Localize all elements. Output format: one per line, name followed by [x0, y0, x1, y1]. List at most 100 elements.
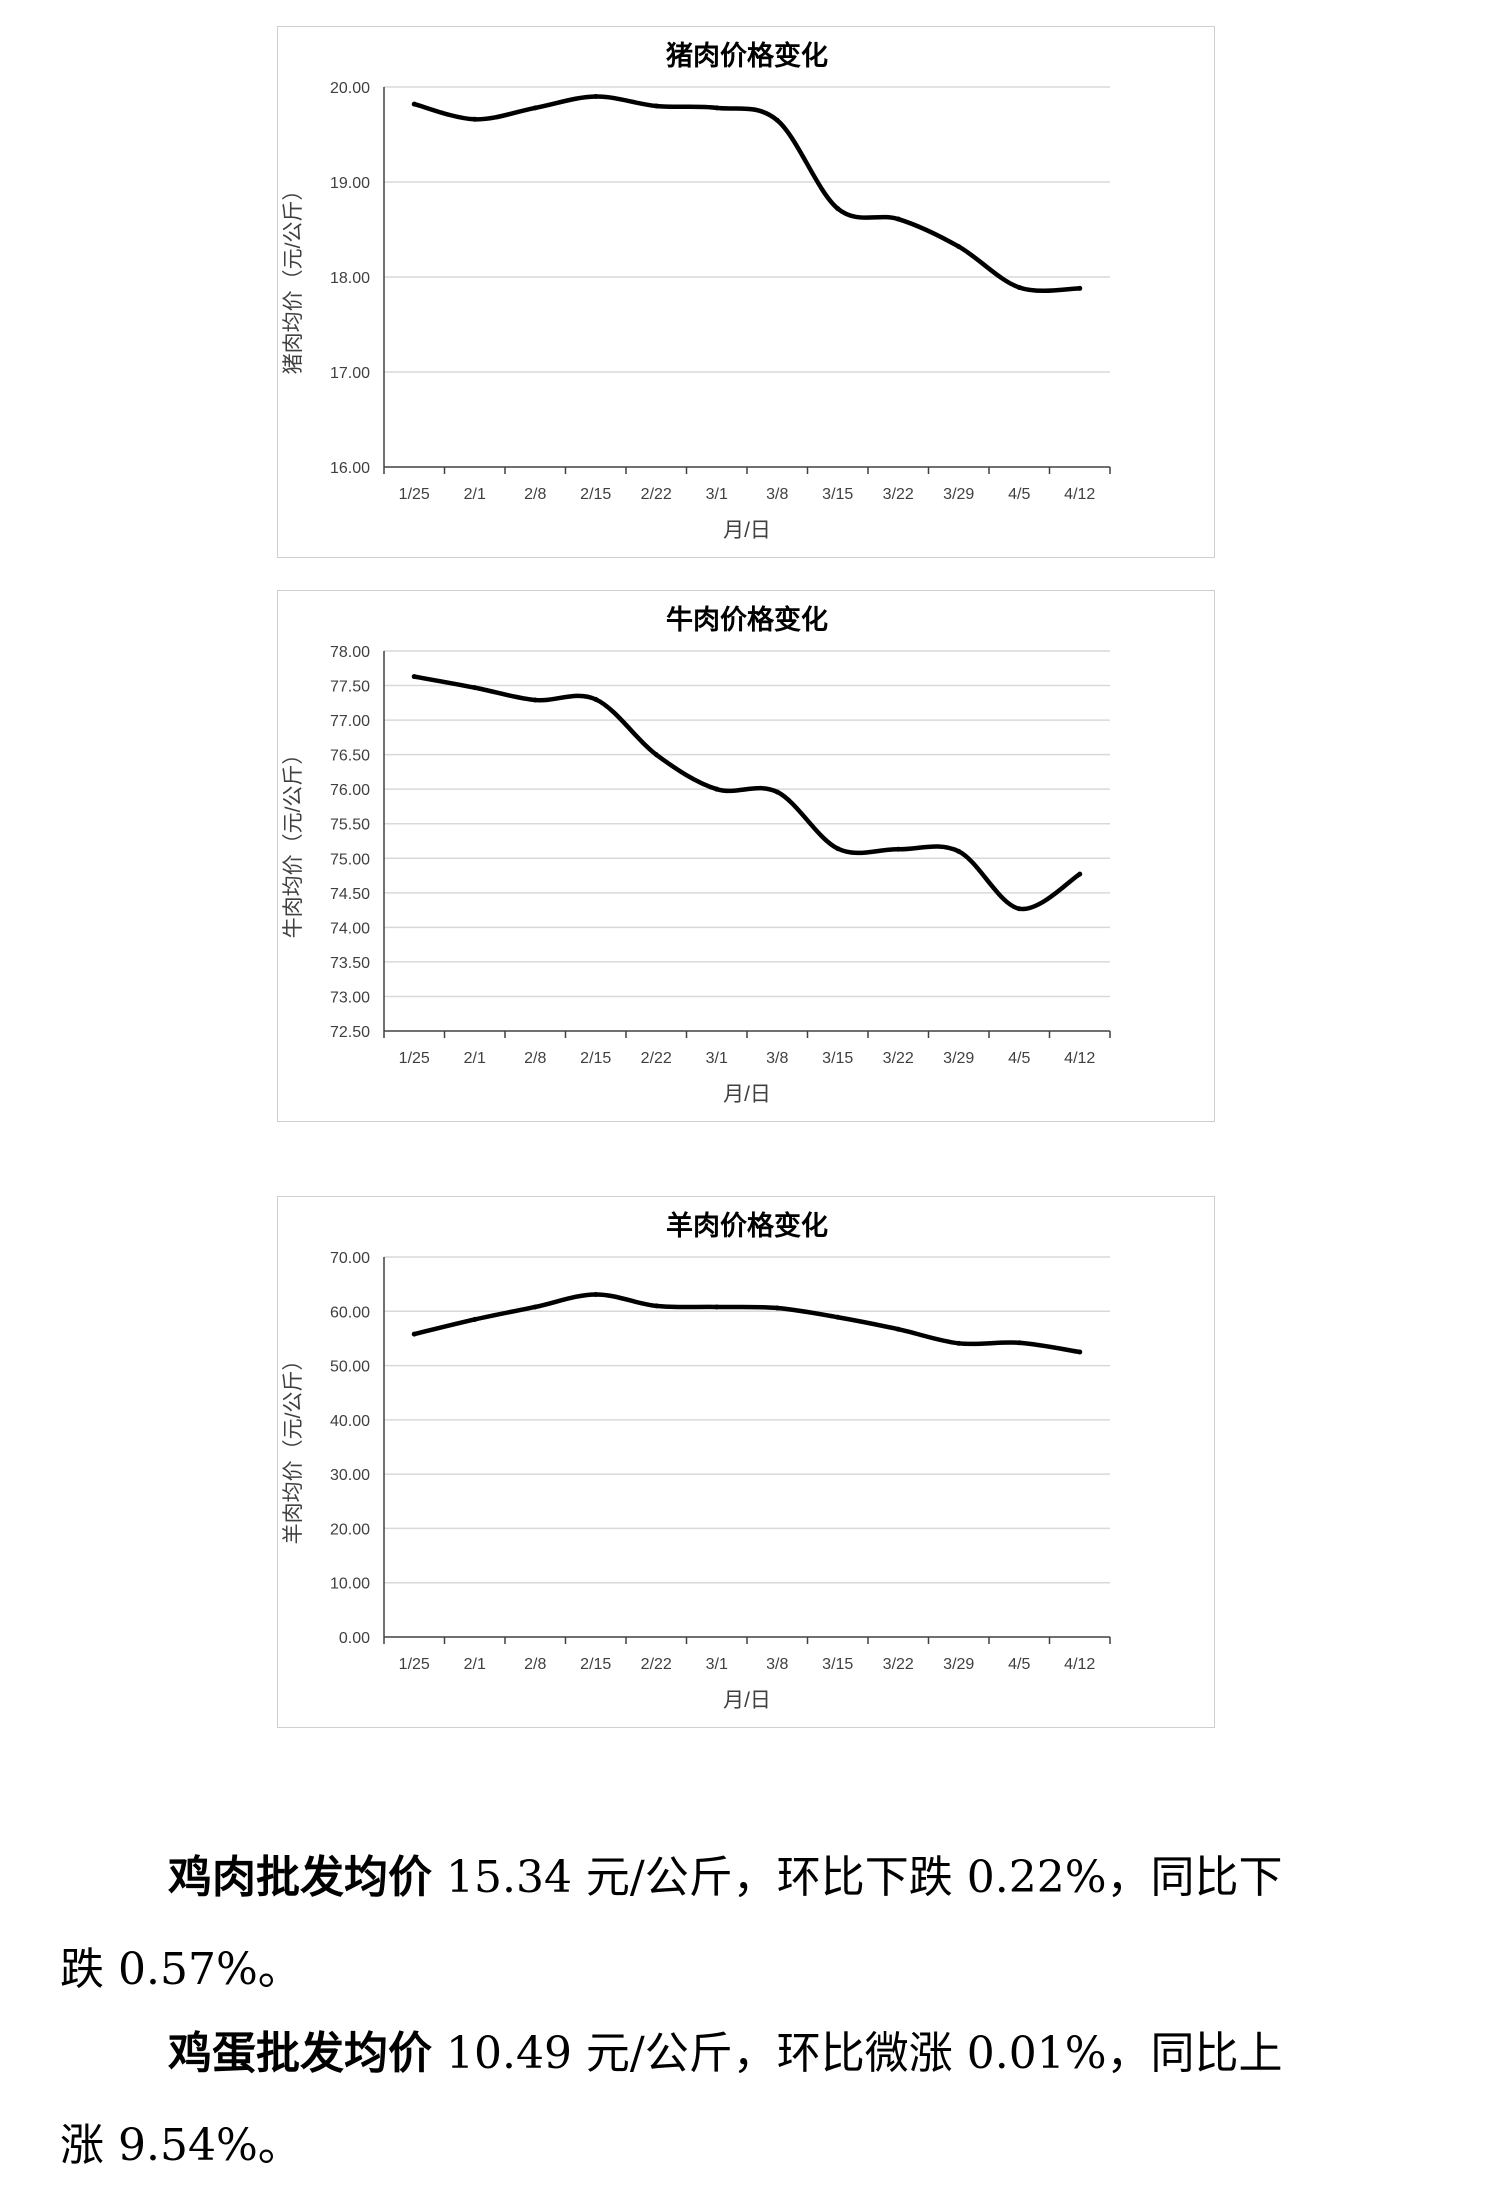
pork-data-point [1016, 284, 1022, 290]
beef-y-tick-label: 77.50 [330, 679, 370, 696]
mutton-x-tick-label: 2/22 [641, 1656, 672, 1673]
beef-x-tick-label: 3/22 [883, 1050, 914, 1067]
pork-y-tick-label: 16.00 [330, 460, 370, 477]
beef-y-axis-title: 牛肉均价（元/公斤） [282, 744, 305, 939]
mutton-x-tick-label: 3/8 [766, 1656, 788, 1673]
beef-x-tick-label: 2/1 [464, 1050, 486, 1067]
beef-price-line [412, 674, 1082, 911]
mutton-chart: 羊肉价格变化 0.00 10.00 20.00 30.00 40.00 50.00 60.00… [282, 1210, 1111, 1712]
mutton-x-tick-label: 3/22 [883, 1656, 914, 1673]
mutton-x-tick-label: 2/1 [464, 1656, 486, 1673]
beef-data-point [1016, 906, 1022, 912]
pork-x-tick-label: 3/22 [883, 486, 914, 503]
pork-y-tick-label: 19.00 [330, 175, 370, 192]
pork-data-point [1077, 285, 1083, 291]
egg-text-line2: 涨 9.54%。 [60, 2120, 302, 2171]
mutton-data-point [472, 1316, 478, 1322]
pork-x-tick-label: 2/1 [464, 486, 486, 503]
beef-data-point [714, 786, 720, 792]
mutton-x-tick-label: 1/25 [399, 1656, 430, 1673]
beef-data-point [1077, 871, 1083, 877]
pork-x-tick-label: 2/15 [580, 486, 611, 503]
pork-y-tick-label: 17.00 [330, 365, 370, 382]
mutton-chart-title: 羊肉价格变化 [666, 1210, 828, 1241]
pork-x-tick-label: 3/15 [822, 486, 853, 503]
beef-y-tick-label: 78.00 [330, 644, 370, 661]
mutton-y-tick-label: 70.00 [330, 1250, 370, 1267]
beef-x-tick-label: 2/22 [641, 1050, 672, 1067]
beef-x-tick-label: 3/8 [766, 1050, 788, 1067]
chicken-text-line1: 15.34 元/公斤，环比下跌 0.22%，同比下 [432, 1852, 1283, 1903]
beef-x-tick-label: 2/8 [524, 1050, 546, 1067]
pork-data-point [472, 116, 478, 122]
beef-data-point [532, 697, 538, 703]
beef-y-tick-label: 77.00 [330, 713, 370, 730]
mutton-y-tick-label: 10.00 [330, 1576, 370, 1593]
mutton-x-tick-label: 3/29 [943, 1656, 974, 1673]
mutton-data-point [653, 1303, 659, 1309]
beef-x-tick-label: 1/25 [399, 1050, 430, 1067]
beef-chart-panel: 牛肉价格变化 72.50 73.00 73.50 74.00 74.50 75.00 75.5… [277, 590, 1215, 1122]
pork-x-tick-label: 4/5 [1008, 486, 1030, 503]
egg-price-paragraph: 鸡蛋批发均价 10.49 元/公斤，环比微涨 0.01%，同比上 涨 9.54%… [60, 2008, 1440, 2192]
beef-x-axis-title: 月/日 [723, 1083, 771, 1106]
mutton-data-point [956, 1340, 962, 1346]
pork-data-point [774, 117, 780, 123]
egg-text-line1: 10.49 元/公斤，环比微涨 0.01%，同比上 [432, 2028, 1283, 2079]
pork-data-point [835, 206, 841, 212]
pork-x-tick-label: 3/1 [706, 486, 728, 503]
mutton-data-point [774, 1305, 780, 1311]
beef-data-point [593, 696, 599, 702]
pork-chart-panel: 猪肉价格变化 16.00 17.00 18.00 19.00 20.00 1/25 2/1 2/… [277, 26, 1215, 558]
beef-y-tick-label: 74.00 [330, 920, 370, 937]
beef-y-tick-label: 74.50 [330, 886, 370, 903]
pork-chart: 猪肉价格变化 16.00 17.00 18.00 19.00 20.00 1/25 2/1 2/… [282, 40, 1111, 542]
beef-y-tick-label: 73.50 [330, 955, 370, 972]
beef-y-tick-label: 76.00 [330, 782, 370, 799]
pork-data-point [956, 244, 962, 250]
mutton-data-point [714, 1304, 720, 1310]
mutton-x-axis-title: 月/日 [723, 1689, 771, 1712]
chicken-price-paragraph: 鸡肉批发均价 15.34 元/公斤，环比下跌 0.22%，同比下 跌 0.57%… [60, 1832, 1440, 2016]
pork-x-tick-label: 3/8 [766, 486, 788, 503]
pork-x-axis-title: 月/日 [723, 519, 771, 542]
pork-x-tick-label: 1/25 [399, 486, 430, 503]
chicken-lead: 鸡肉批发均价 [168, 1852, 432, 1903]
pork-y-axis-title: 猪肉均价（元/公斤） [282, 180, 305, 375]
beef-y-tick-label: 76.50 [330, 748, 370, 765]
beef-x-tick-label: 2/15 [580, 1050, 611, 1067]
beef-data-point [774, 789, 780, 795]
mutton-price-line [412, 1292, 1082, 1355]
mutton-data-point [593, 1291, 599, 1297]
beef-data-point [835, 846, 841, 852]
mutton-data-point [1077, 1349, 1083, 1355]
pork-data-point [714, 105, 720, 111]
pork-y-tick-label: 18.00 [330, 270, 370, 287]
mutton-x-tick-label: 4/12 [1064, 1656, 1095, 1673]
mutton-y-tick-label: 20.00 [330, 1521, 370, 1538]
pork-data-point [895, 216, 901, 222]
mutton-y-tick-label: 60.00 [330, 1304, 370, 1321]
mutton-y-tick-label: 0.00 [339, 1630, 370, 1647]
pork-x-tick-label: 4/12 [1064, 486, 1095, 503]
pork-x-tick-label: 2/8 [524, 486, 546, 503]
mutton-data-point [895, 1326, 901, 1332]
beef-x-tick-label: 4/12 [1064, 1050, 1095, 1067]
pork-x-tick-label: 2/22 [641, 486, 672, 503]
mutton-data-point [835, 1314, 841, 1320]
pork-chart-title: 猪肉价格变化 [666, 40, 828, 71]
pork-price-line [412, 94, 1082, 294]
beef-x-tick-label: 4/5 [1008, 1050, 1030, 1067]
pork-y-tick-label: 20.00 [330, 80, 370, 97]
pork-data-point [653, 103, 659, 109]
mutton-y-tick-label: 30.00 [330, 1467, 370, 1484]
mutton-data-point [411, 1331, 417, 1337]
mutton-data-point [532, 1304, 538, 1310]
pork-data-point [532, 105, 538, 111]
beef-chart-title: 牛肉价格变化 [666, 604, 828, 635]
chicken-text-line2: 跌 0.57%。 [60, 1944, 302, 1995]
mutton-y-tick-label: 50.00 [330, 1359, 370, 1376]
beef-y-tick-label: 73.00 [330, 989, 370, 1006]
beef-data-point [895, 846, 901, 852]
beef-x-tick-label: 3/29 [943, 1050, 974, 1067]
